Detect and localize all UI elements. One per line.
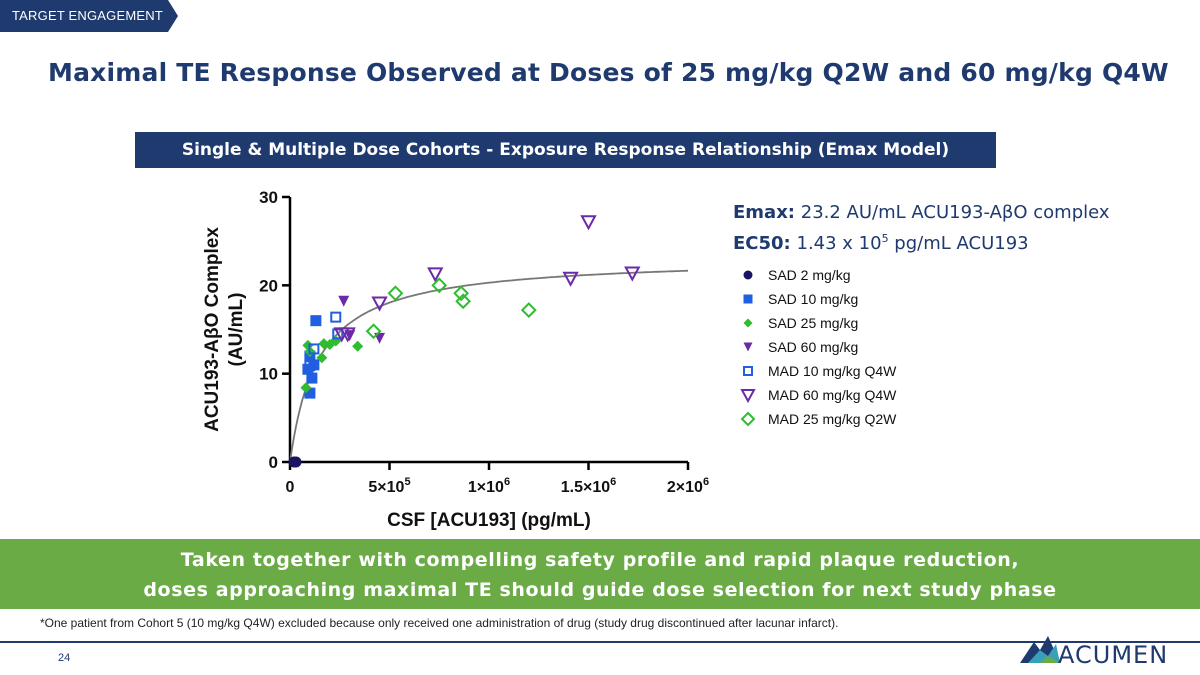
data-point <box>330 311 342 323</box>
logo-mountain-green <box>1040 656 1060 663</box>
section-tag: TARGET ENGAGEMENT <box>0 0 178 32</box>
legend-marker <box>740 411 756 427</box>
legend-marker-shape <box>740 389 756 403</box>
data-point <box>580 215 597 231</box>
legend-marker-shape <box>743 294 753 304</box>
subtitle-bar: Single & Multiple Dose Cohorts - Exposur… <box>135 132 996 168</box>
conclusion-banner: Taken together with compelling safety pr… <box>0 539 1200 609</box>
legend-marker-shape <box>743 318 753 328</box>
data-point <box>304 387 316 399</box>
fit-curve-path <box>289 269 689 463</box>
banner-line-2: doses approaching maximal TE should guid… <box>143 579 1057 601</box>
legend-marker <box>743 342 753 352</box>
data-point <box>520 302 537 318</box>
data-point <box>427 267 444 283</box>
y-tick-label: 10 <box>259 365 278 384</box>
data-point <box>455 293 472 310</box>
ec50-value-post: pg/mL ACU193 <box>888 233 1029 254</box>
x-tick-label: 5×105 <box>368 476 410 496</box>
x-tick-label: 1×106 <box>468 476 510 496</box>
data-point <box>365 323 382 340</box>
model-stats: Emax: 23.2 AU/mL ACU193-AβO complex EC50… <box>733 200 1110 257</box>
y-tick-label: 30 <box>259 188 278 207</box>
legend-marker <box>743 366 753 376</box>
legend-marker-shape <box>743 270 753 280</box>
legend-marker <box>743 294 753 304</box>
data-point <box>318 338 330 350</box>
chart-points <box>288 215 641 468</box>
legend-item: SAD 2 mg/kg <box>740 263 896 287</box>
y-tick-label: 20 <box>259 276 278 295</box>
data-point <box>308 343 320 355</box>
legend-label: SAD 60 mg/kg <box>768 339 859 355</box>
footnote: *One patient from Cohort 5 (10 mg/kg Q4W… <box>40 616 839 630</box>
data-point <box>338 295 350 307</box>
emax-scatter-chart: 0 10 20 30 0 5×105 1×106 1.5×106 2×106 CSF [ACU1… <box>202 188 709 530</box>
legend-label: SAD 2 mg/kg <box>768 267 851 283</box>
x-tick-label: 2×106 <box>667 476 709 496</box>
page-title: Maximal TE Response Observed at Doses of… <box>48 58 1169 87</box>
x-axis-label: CSF [ACU193] (pg/mL) <box>387 510 591 530</box>
data-point <box>387 285 404 302</box>
logo-mountain-teal <box>1028 644 1060 663</box>
legend-item: SAD 60 mg/kg <box>740 335 896 359</box>
data-point <box>333 327 350 343</box>
legend-label: MAD 10 mg/kg Q4W <box>768 363 897 379</box>
legend-label: SAD 10 mg/kg <box>768 291 859 307</box>
legend-marker <box>743 318 753 328</box>
data-point <box>300 382 312 394</box>
data-point <box>304 360 316 372</box>
data-point <box>310 315 322 327</box>
logo-text: ACUMEN <box>1058 641 1168 668</box>
page-number: 24 <box>58 652 71 664</box>
legend-item: SAD 25 mg/kg <box>740 311 896 335</box>
x-tick-label: 0 <box>286 479 295 496</box>
legend-marker-shape <box>743 366 753 376</box>
legend-marker <box>743 270 753 280</box>
y-tick-label: 0 <box>269 453 278 472</box>
legend-item: MAD 60 mg/kg Q4W <box>740 383 896 407</box>
section-tag-label: TARGET ENGAGEMENT <box>12 8 163 23</box>
section-tag-shape <box>0 0 178 32</box>
legend-label: MAD 60 mg/kg Q4W <box>768 387 897 403</box>
acumen-logo: ACUMEN <box>1020 636 1168 668</box>
emax-value: 23.2 AU/mL ACU193-AβO complex <box>795 202 1110 223</box>
ec50-label: EC50: <box>733 233 791 254</box>
ec50-line: EC50: 1.43 x 105 pg/mL ACU193 <box>733 226 1110 257</box>
data-point <box>306 372 318 384</box>
x-tick-label: 1.5×106 <box>561 476 617 496</box>
ec50-exponent: 5 <box>881 232 889 245</box>
banner-line-1: Taken together with compelling safety pr… <box>180 549 1020 571</box>
data-point <box>371 296 388 312</box>
legend-label: SAD 25 mg/kg <box>768 315 859 331</box>
legend-item: SAD 10 mg/kg <box>740 287 896 311</box>
data-point <box>562 271 579 287</box>
legend-marker-shape <box>740 411 756 427</box>
emax-label: Emax: <box>733 202 796 223</box>
legend-marker <box>740 389 756 403</box>
emax-fit-curve <box>289 269 689 463</box>
chart-axes: 0 10 20 30 0 5×105 1×106 1.5×106 2×106 <box>259 188 709 496</box>
emax-line: Emax: 23.2 AU/mL ACU193-AβO complex <box>733 200 1110 226</box>
data-point <box>453 285 470 302</box>
y-axis-label-line1: ACU193-AβO Complex <box>202 227 223 432</box>
data-point <box>624 266 641 282</box>
chart-legend: SAD 2 mg/kg SAD 10 mg/kg SAD 25 mg/kg SAD 6… <box>740 263 896 431</box>
legend-item: MAD 25 mg/kg Q2W <box>740 407 896 431</box>
legend-marker-shape <box>743 342 753 352</box>
data-point <box>332 328 344 340</box>
legend-label: MAD 25 mg/kg Q2W <box>768 411 897 427</box>
data-point <box>316 352 328 364</box>
footer-divider <box>0 641 1200 643</box>
data-point <box>352 340 364 352</box>
legend-item: MAD 10 mg/kg Q4W <box>740 359 896 383</box>
data-point <box>431 277 448 294</box>
data-point <box>290 456 302 468</box>
ec50-value-pre: 1.43 x 10 <box>790 233 882 254</box>
y-axis-label-line2: (AU/mL) <box>226 293 247 367</box>
